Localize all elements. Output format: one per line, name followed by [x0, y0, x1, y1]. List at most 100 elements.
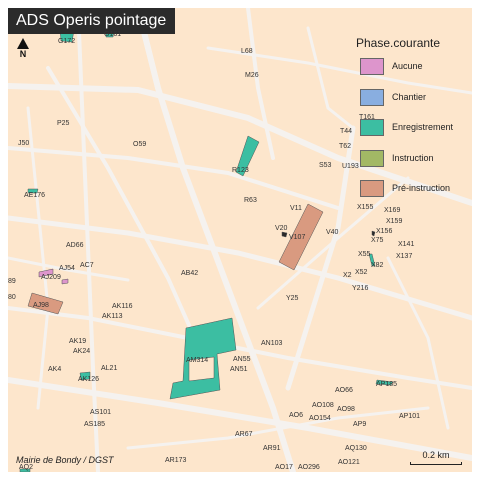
- road: [8, 146, 340, 210]
- legend-label: Enregistrement: [392, 122, 454, 132]
- road: [386, 256, 450, 430]
- parcel-label: AO17: [275, 464, 293, 471]
- parcel-label: T62: [339, 143, 352, 150]
- parcel-label: AR91: [263, 445, 281, 452]
- road: [126, 406, 430, 450]
- north-label: N: [19, 49, 27, 59]
- parcel-label: X2: [343, 272, 352, 279]
- parcel-ae176[interactable]: [27, 188, 39, 194]
- parcel-aj98[interactable]: [27, 292, 64, 315]
- parcel-ap185[interactable]: [375, 379, 394, 386]
- parcel-label: V107: [289, 234, 306, 241]
- parcel-label: R123: [232, 167, 249, 174]
- parcel-label: AO296: [298, 464, 320, 471]
- legend-item-aucune[interactable]: Aucune: [356, 58, 470, 89]
- parcel-label: AJ209: [41, 274, 61, 281]
- parcel-label: AC7: [80, 262, 94, 269]
- parcel-v20[interactable]: [281, 231, 288, 238]
- parcel-label: AS101: [90, 409, 112, 416]
- parcel-label: AJ98: [33, 302, 49, 309]
- parcel-label: Y25: [286, 295, 299, 302]
- road: [306, 26, 355, 130]
- parcel-label: X169: [384, 207, 401, 214]
- road: [285, 125, 356, 391]
- parcel-label: AE176: [24, 192, 46, 199]
- road: [8, 215, 472, 321]
- scale-bar-line: [410, 462, 462, 465]
- north-arrow: N: [15, 38, 31, 60]
- legend-label: Aucune: [392, 61, 423, 71]
- parcel-label: AO66: [335, 387, 353, 394]
- road: [8, 306, 472, 390]
- parcel-label: V20: [275, 225, 288, 232]
- parcel-label: AD66: [66, 242, 84, 249]
- parcel-label: X52: [355, 269, 368, 276]
- road: [246, 8, 275, 160]
- parcel-label: AO98: [337, 406, 355, 413]
- parcel-label: AO6: [289, 412, 304, 419]
- parcel-label: T161: [359, 114, 375, 121]
- parcel-label: AK19: [69, 338, 87, 345]
- map-canvas[interactable]: ADS Operis pointage N Phase.courante Auc…: [8, 8, 472, 472]
- parcel-label: AO108: [312, 402, 334, 409]
- parcel-label: 80: [8, 294, 16, 301]
- parcel-label: AN51: [230, 366, 248, 373]
- parcel-aq2[interactable]: [19, 468, 31, 472]
- parcel-label: AK116: [112, 303, 133, 310]
- parcel-label: AK24: [73, 348, 91, 355]
- parcel-label: AQ130: [345, 445, 367, 452]
- legend-swatch: [360, 180, 384, 197]
- parcel-label: X156: [376, 228, 393, 235]
- parcel-label: V40: [326, 229, 339, 236]
- parcel-label: AR173: [165, 457, 187, 464]
- parcel-aj54[interactable]: [38, 268, 54, 278]
- parcel-label: X137: [396, 253, 413, 260]
- road: [46, 66, 210, 370]
- parcel-aj209[interactable]: [61, 278, 69, 285]
- road: [256, 176, 410, 310]
- parcel-label: G161: [104, 31, 122, 38]
- parcel-r123[interactable]: [235, 135, 260, 177]
- legend-swatch: [360, 58, 384, 75]
- parcel-label: AO154: [309, 415, 331, 422]
- parcel-label: AQ2: [19, 464, 34, 471]
- parcel-label: AK113: [102, 313, 123, 320]
- parcel-x55[interactable]: [368, 253, 376, 267]
- road-network: [8, 8, 472, 472]
- parcel-label: AP101: [399, 413, 421, 420]
- legend-item-pre-instruction[interactable]: Pré-instruction: [356, 180, 470, 211]
- road: [76, 8, 100, 472]
- parcel-label: G172: [58, 38, 76, 45]
- legend-item-enregistrement[interactable]: Enregistrement: [356, 119, 470, 150]
- parcel-label: V11: [290, 205, 302, 212]
- road: [135, 8, 296, 472]
- parcel-label: AK4: [48, 366, 62, 373]
- parcel-label: O59: [133, 141, 147, 148]
- parcel-label: R63: [244, 197, 257, 204]
- map-title: ADS Operis pointage: [8, 8, 176, 34]
- parcel-label: AR67: [235, 431, 253, 438]
- parcel-label: Y216: [352, 285, 369, 292]
- parcel-label: X55: [358, 251, 371, 258]
- parcel-v107[interactable]: [278, 203, 324, 271]
- parcel-label: AK126: [78, 376, 100, 383]
- legend-swatch: [360, 119, 384, 136]
- north-arrow-icon: [17, 38, 29, 49]
- legend-item-chantier[interactable]: Chantier: [356, 88, 470, 120]
- parcel-label: X75: [371, 237, 384, 244]
- legend: Phase.courante Aucune Chantier Enregistr…: [356, 36, 470, 211]
- parcel-label: X141: [398, 241, 415, 248]
- road: [8, 256, 130, 282]
- parcel-label: X82: [371, 262, 384, 269]
- parcel-label: J50: [18, 140, 30, 147]
- legend-item-instruction[interactable]: Instruction: [356, 149, 470, 181]
- parcel-label: X159: [386, 218, 403, 225]
- parcel-label: L68: [241, 48, 253, 55]
- parcel-x156[interactable]: [371, 230, 376, 237]
- legend-label: Pré-instruction: [392, 183, 451, 193]
- legend-label: Chantier: [392, 91, 427, 102]
- parcel-ak126[interactable]: [79, 371, 91, 381]
- scale-label: 0.2 km: [422, 450, 450, 460]
- legend-swatch: [360, 149, 384, 167]
- parcel-label: AB42: [181, 270, 199, 277]
